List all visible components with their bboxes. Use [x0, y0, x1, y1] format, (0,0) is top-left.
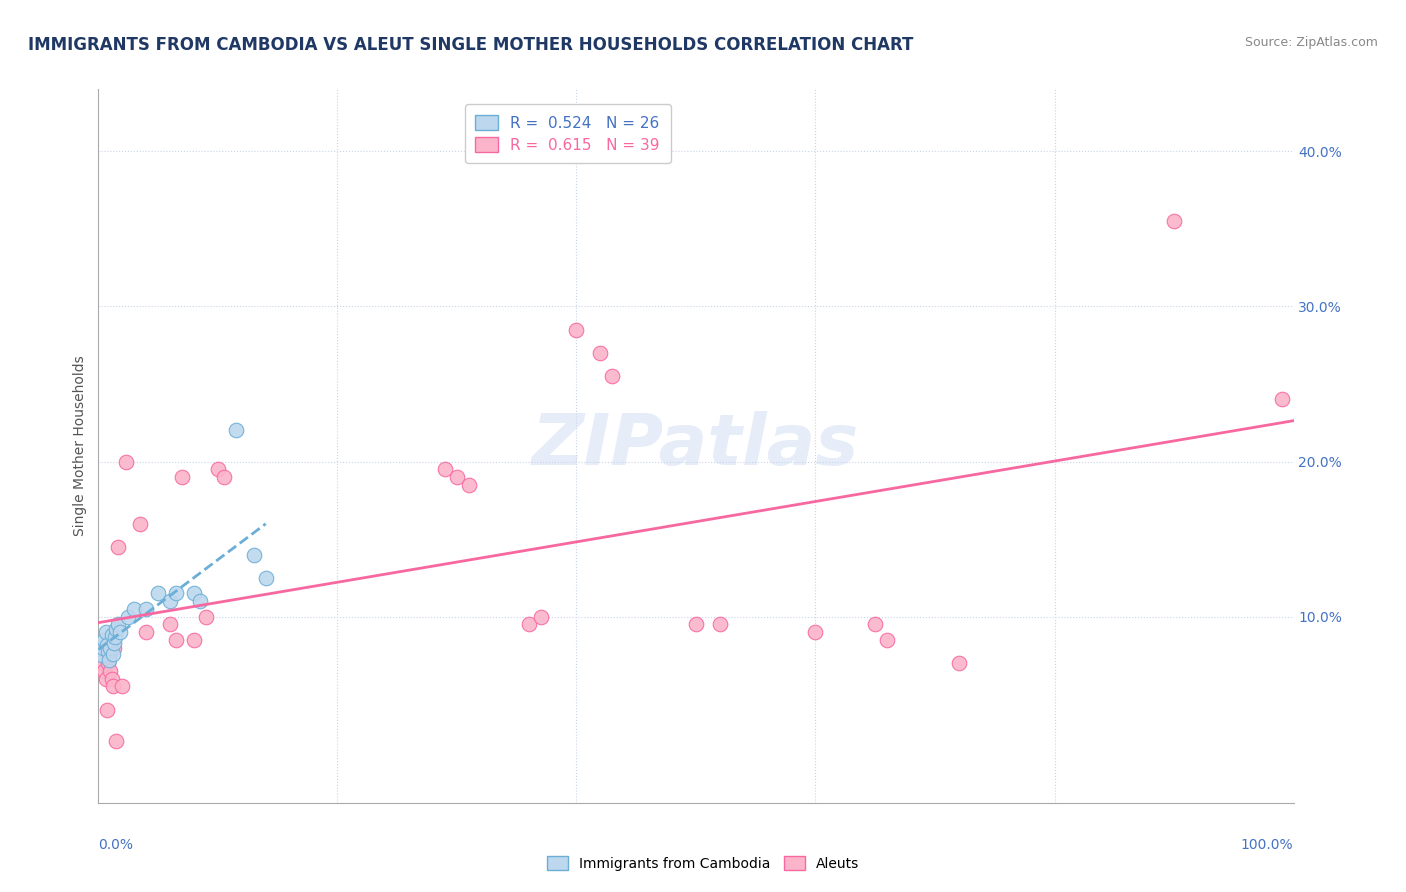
- Point: [135, 602, 157, 616]
- Point: [105, 733, 128, 747]
- Point: [115, 454, 138, 468]
- Point: [98, 653, 121, 667]
- Point: [107, 540, 129, 554]
- Point: [225, 424, 247, 438]
- Text: IMMIGRANTS FROM CAMBODIA VS ALEUT SINGLE MOTHER HOUSEHOLDS CORRELATION CHART: IMMIGRANTS FROM CAMBODIA VS ALEUT SINGLE…: [28, 36, 914, 54]
- Point: [107, 617, 129, 632]
- Point: [685, 617, 707, 632]
- Point: [602, 369, 624, 384]
- Point: [565, 323, 588, 337]
- Point: [172, 470, 194, 484]
- Point: [212, 470, 235, 484]
- Legend: Immigrants from Cambodia, Aleuts: Immigrants from Cambodia, Aleuts: [541, 850, 865, 876]
- Point: [458, 477, 481, 491]
- Point: [589, 346, 612, 360]
- Point: [98, 664, 122, 678]
- Point: [91, 656, 114, 670]
- Y-axis label: Single Mother Households: Single Mother Households: [73, 356, 87, 536]
- Point: [94, 625, 117, 640]
- Point: [100, 628, 122, 642]
- Point: [517, 617, 540, 632]
- Point: [1271, 392, 1294, 407]
- Point: [104, 630, 127, 644]
- Point: [165, 632, 187, 647]
- Text: 100.0%: 100.0%: [1241, 838, 1294, 853]
- Point: [709, 617, 731, 632]
- Point: [1163, 214, 1185, 228]
- Point: [96, 638, 118, 652]
- Point: [183, 632, 205, 647]
- Point: [159, 594, 181, 608]
- Point: [195, 609, 218, 624]
- Point: [105, 622, 128, 636]
- Point: [94, 672, 117, 686]
- Point: [98, 640, 122, 655]
- Point: [446, 470, 468, 484]
- Point: [91, 640, 114, 655]
- Point: [183, 586, 205, 600]
- Point: [93, 632, 115, 647]
- Point: [101, 647, 124, 661]
- Point: [165, 586, 187, 600]
- Point: [159, 617, 181, 632]
- Point: [96, 703, 118, 717]
- Point: [91, 648, 114, 663]
- Point: [188, 594, 211, 608]
- Point: [98, 648, 121, 663]
- Point: [865, 617, 887, 632]
- Point: [103, 640, 125, 655]
- Text: Source: ZipAtlas.com: Source: ZipAtlas.com: [1244, 36, 1378, 49]
- Text: 0.0%: 0.0%: [98, 838, 134, 853]
- Point: [124, 602, 146, 616]
- Point: [103, 636, 125, 650]
- Point: [948, 656, 970, 670]
- Point: [148, 586, 170, 600]
- Legend: R =  0.524   N = 26, R =  0.615   N = 39: R = 0.524 N = 26, R = 0.615 N = 39: [464, 104, 671, 163]
- Point: [117, 609, 139, 624]
- Point: [93, 664, 115, 678]
- Point: [207, 462, 229, 476]
- Point: [100, 672, 122, 686]
- Point: [129, 516, 152, 531]
- Point: [97, 644, 120, 658]
- Point: [254, 571, 277, 585]
- Point: [111, 680, 134, 694]
- Point: [876, 632, 898, 647]
- Text: ZIPatlas: ZIPatlas: [533, 411, 859, 481]
- Point: [108, 625, 131, 640]
- Point: [243, 548, 266, 562]
- Point: [530, 609, 553, 624]
- Point: [434, 462, 457, 476]
- Point: [97, 656, 120, 670]
- Point: [804, 625, 827, 640]
- Point: [135, 625, 157, 640]
- Point: [101, 680, 124, 694]
